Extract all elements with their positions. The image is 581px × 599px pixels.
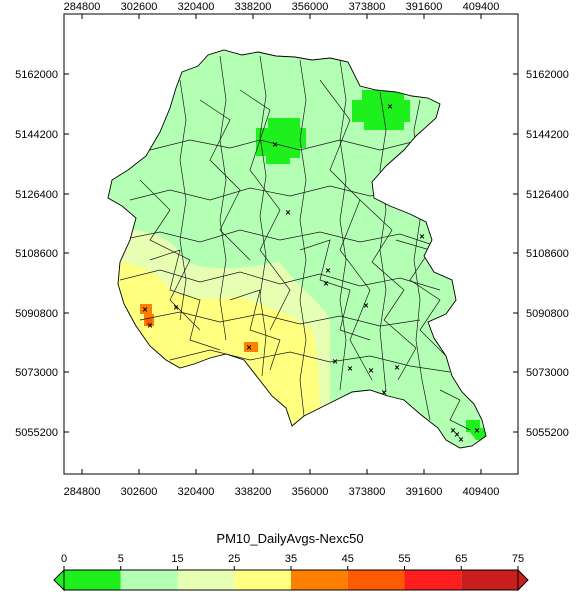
y-tick-label-right: 5073000 bbox=[526, 367, 569, 379]
y-tick-label-right: 5055200 bbox=[526, 427, 569, 439]
y-tick-label-left: 5073000 bbox=[15, 367, 58, 379]
legend-tick-label: 45 bbox=[342, 553, 354, 565]
legend-tick-label: 15 bbox=[171, 553, 183, 565]
station-marker: × bbox=[454, 429, 459, 439]
y-tick-label-left: 5126400 bbox=[15, 189, 58, 201]
zone-0-5-north bbox=[256, 118, 306, 164]
legend-tick-label: 65 bbox=[455, 553, 467, 565]
y-axis-left: 5162000 5144200 5126400 5108600 5090800 … bbox=[15, 69, 69, 439]
station-marker: × bbox=[272, 139, 277, 149]
station-marker: × bbox=[363, 300, 368, 310]
legend-title: PM10_DailyAvgs-Nexc50 bbox=[216, 531, 363, 546]
legend-colorbar bbox=[53, 568, 529, 592]
legend-tick-label: 35 bbox=[285, 553, 297, 565]
y-tick-label-left: 5144200 bbox=[15, 129, 58, 141]
zone-0-5-southeast bbox=[466, 420, 486, 440]
region-outline bbox=[107, 49, 487, 449]
x-tick-label-top: 409400 bbox=[463, 1, 500, 13]
station-marker: × bbox=[474, 425, 479, 435]
x-tick-label-bottom: 320400 bbox=[178, 486, 215, 498]
legend-swatch bbox=[120, 570, 178, 590]
x-tick-label-top: 391600 bbox=[406, 1, 443, 13]
legend-swatch bbox=[234, 570, 291, 590]
y-tick-label-left: 5055200 bbox=[15, 427, 58, 439]
legend-tick-label: 5 bbox=[118, 553, 124, 565]
station-marker: × bbox=[332, 356, 337, 366]
station-marker: × bbox=[450, 425, 455, 435]
y-tick-label-left: 5090800 bbox=[15, 308, 58, 320]
legend-tick-label: 75 bbox=[512, 553, 524, 565]
municipal-boundaries bbox=[119, 55, 471, 431]
y-tick-label-right: 5126400 bbox=[526, 189, 569, 201]
x-tick-label-bottom: 373800 bbox=[349, 486, 386, 498]
legend-swatch bbox=[404, 570, 462, 590]
legend-swatch bbox=[347, 570, 405, 590]
station-marker: × bbox=[394, 362, 399, 372]
x-tick-label-top: 338200 bbox=[235, 1, 272, 13]
x-tick-label-top: 302600 bbox=[121, 1, 158, 13]
station-marker: × bbox=[147, 320, 152, 330]
station-marker: × bbox=[246, 342, 251, 352]
y-tick-label-left: 5108600 bbox=[15, 248, 58, 260]
y-tick-label-left: 5162000 bbox=[15, 69, 58, 81]
legend-tick-label: 25 bbox=[228, 553, 240, 565]
station-markers: × × × × × × × × × × × × × × × × × × × × bbox=[142, 101, 479, 444]
station-marker: × bbox=[368, 365, 373, 375]
x-tick-label-bottom: 409400 bbox=[463, 486, 500, 498]
x-tick-label-bottom: 284800 bbox=[64, 486, 101, 498]
x-axis-top: 284800 302600 320400 338200 356000 37380… bbox=[64, 1, 500, 19]
station-marker: × bbox=[142, 304, 147, 314]
station-marker: × bbox=[387, 101, 392, 111]
y-axis-right: 5162000 5144200 5126400 5108600 5090800 … bbox=[513, 69, 569, 439]
legend-swatch bbox=[177, 570, 235, 590]
station-marker: × bbox=[381, 387, 386, 397]
station-marker: × bbox=[325, 265, 330, 275]
x-tick-label-top: 373800 bbox=[349, 1, 386, 13]
y-tick-label-right: 5108600 bbox=[526, 248, 569, 260]
zone-0-5-northeast bbox=[352, 90, 410, 130]
legend-arrow-right bbox=[517, 568, 529, 592]
x-tick-label-bottom: 338200 bbox=[235, 486, 272, 498]
legend-tick-label: 55 bbox=[398, 553, 410, 565]
x-tick-label-top: 320400 bbox=[178, 1, 215, 13]
x-axis-bottom: 284800 302600 320400 338200 356000 37380… bbox=[64, 469, 500, 498]
legend-swatch bbox=[461, 570, 518, 590]
legend-arrow-left bbox=[53, 568, 65, 592]
station-marker: × bbox=[419, 231, 424, 241]
x-tick-label-bottom: 302600 bbox=[121, 486, 158, 498]
station-marker: × bbox=[458, 434, 463, 444]
legend-tick-label: 0 bbox=[61, 553, 67, 565]
station-marker: × bbox=[347, 363, 352, 373]
legend-swatch bbox=[291, 570, 348, 590]
x-tick-label-top: 284800 bbox=[64, 1, 101, 13]
hotspot-45-55 bbox=[146, 318, 152, 326]
legend-labels: 0 5 15 25 35 45 55 65 75 bbox=[61, 553, 524, 570]
station-marker: × bbox=[173, 302, 178, 312]
station-marker: × bbox=[323, 278, 328, 288]
y-tick-label-right: 5162000 bbox=[526, 69, 569, 81]
y-tick-label-right: 5090800 bbox=[526, 308, 569, 320]
hotspot-35-45-a bbox=[140, 304, 152, 314]
station-marker: × bbox=[285, 207, 290, 217]
x-tick-label-bottom: 391600 bbox=[406, 486, 443, 498]
legend-swatch bbox=[64, 570, 121, 590]
x-tick-label-top: 356000 bbox=[292, 1, 329, 13]
y-tick-label-right: 5144200 bbox=[526, 129, 569, 141]
x-tick-label-bottom: 356000 bbox=[292, 486, 329, 498]
hotspot-35-45-c bbox=[244, 342, 258, 352]
